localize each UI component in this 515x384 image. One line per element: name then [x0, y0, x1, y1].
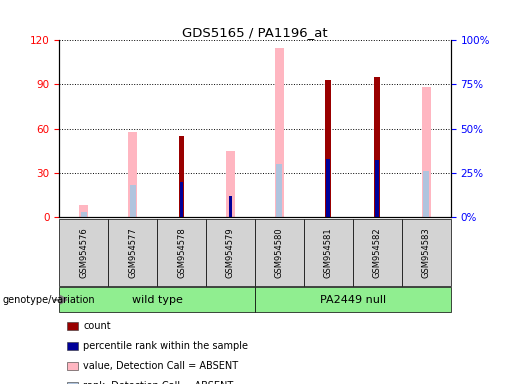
Bar — [275, 48, 284, 217]
Bar — [179, 136, 184, 217]
Bar — [226, 151, 235, 217]
Text: PA2449 null: PA2449 null — [320, 295, 386, 305]
Text: rank, Detection Call = ABSENT: rank, Detection Call = ABSENT — [83, 381, 234, 384]
Text: percentile rank within the sample: percentile rank within the sample — [83, 341, 248, 351]
Bar — [327, 159, 330, 217]
Bar — [277, 164, 282, 217]
Text: GSM954577: GSM954577 — [128, 227, 137, 278]
Bar — [325, 80, 331, 217]
Text: GSM954578: GSM954578 — [177, 227, 186, 278]
Text: GSM954583: GSM954583 — [422, 227, 431, 278]
Bar — [130, 185, 135, 217]
Title: GDS5165 / PA1196_at: GDS5165 / PA1196_at — [182, 26, 328, 39]
Text: GSM954582: GSM954582 — [373, 227, 382, 278]
Text: GSM954579: GSM954579 — [226, 227, 235, 278]
Bar — [375, 161, 379, 217]
Bar — [79, 205, 88, 217]
Text: GSM954580: GSM954580 — [275, 227, 284, 278]
Bar — [81, 212, 87, 217]
Bar — [229, 196, 232, 217]
Bar — [374, 77, 380, 217]
Text: GSM954576: GSM954576 — [79, 227, 88, 278]
Text: value, Detection Call = ABSENT: value, Detection Call = ABSENT — [83, 361, 238, 371]
Text: genotype/variation: genotype/variation — [3, 295, 95, 305]
Bar — [180, 182, 183, 217]
Text: GSM954581: GSM954581 — [324, 227, 333, 278]
Text: count: count — [83, 321, 111, 331]
Bar — [128, 132, 137, 217]
Text: wild type: wild type — [132, 295, 182, 305]
Bar — [423, 171, 429, 217]
Bar — [422, 88, 431, 217]
